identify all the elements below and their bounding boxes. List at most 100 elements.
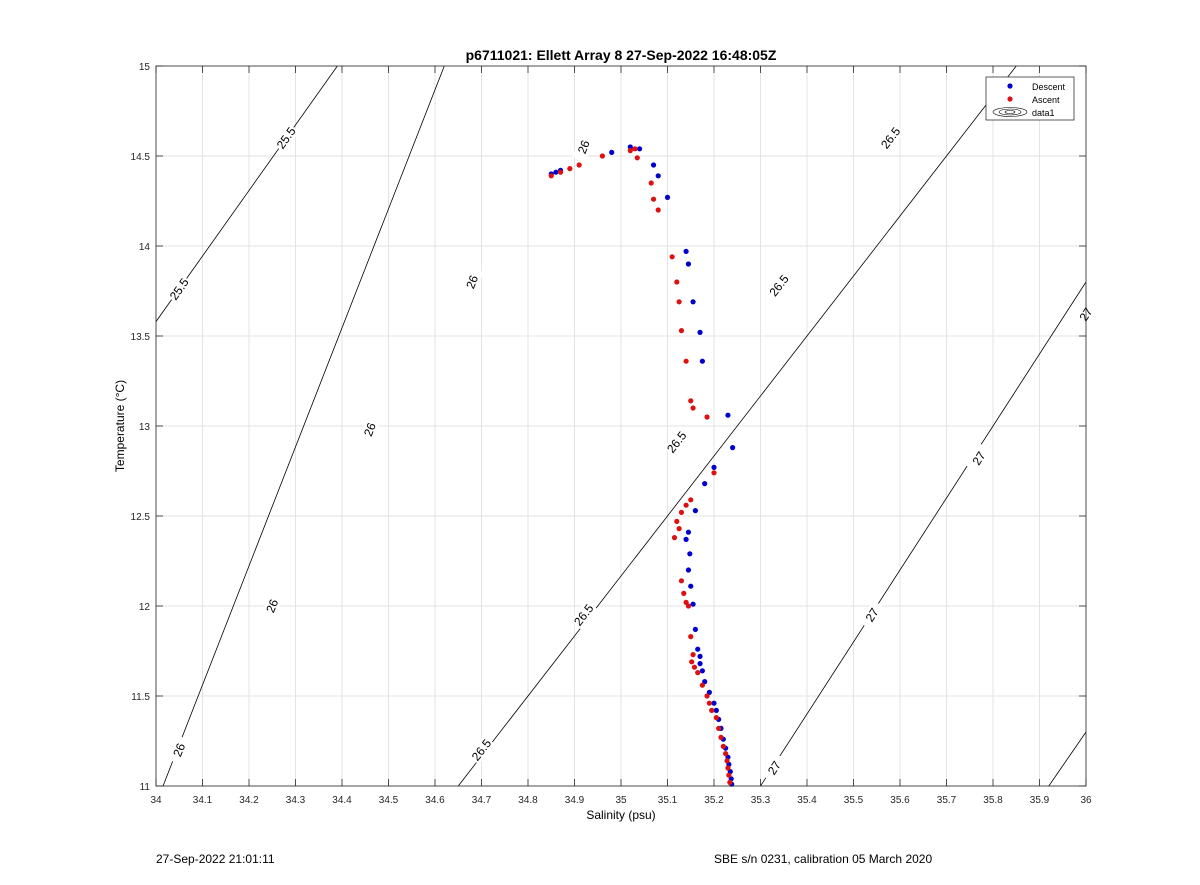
ascent-point — [716, 725, 722, 732]
contour-label: 26 — [263, 597, 281, 615]
legend-ascent-marker — [1007, 96, 1013, 102]
x-tick-label: 34 — [150, 795, 162, 806]
y-tick-label: 13.5 — [131, 332, 151, 343]
contour-label: 26 — [361, 421, 379, 439]
ascent-point — [704, 693, 710, 699]
contour-label-bg — [966, 443, 992, 474]
x-tick-label: 35.2 — [704, 795, 724, 806]
x-tick-label: 35.1 — [658, 795, 678, 806]
contour-label: 26 — [575, 138, 593, 156]
ascent-point — [685, 603, 692, 609]
legend-descent-marker — [1007, 83, 1013, 89]
ascent-point — [674, 279, 680, 285]
descent-point — [553, 169, 559, 175]
ascent-point — [704, 414, 710, 420]
ascent-point — [655, 207, 661, 213]
x-tick-label: 34.7 — [472, 795, 492, 806]
ascent-point — [576, 162, 582, 168]
descent-point — [695, 646, 701, 652]
descent-point — [697, 329, 703, 335]
x-axis-label: Salinity (psu) — [586, 808, 655, 822]
density-contour-line — [162, 66, 445, 786]
footer-calibration: SBE s/n 0231, calibration 05 March 2020 — [714, 852, 933, 866]
ascent-point — [678, 578, 685, 584]
ascent-point — [720, 743, 726, 750]
descent-point — [685, 567, 692, 573]
descent-point — [687, 551, 693, 557]
x-tick-label: 35.6 — [890, 795, 910, 806]
x-tick-label: 35.7 — [937, 795, 957, 806]
descent-point — [664, 194, 671, 200]
ascent-point — [676, 299, 682, 305]
x-tick-label: 35.9 — [1030, 795, 1050, 806]
grid-lines — [155, 65, 1087, 787]
descent-point — [683, 536, 689, 543]
descent-point — [713, 707, 719, 714]
descent-point — [685, 261, 692, 267]
contour-label-bg — [166, 274, 193, 304]
ascent-point — [632, 146, 638, 152]
ascent-point — [599, 153, 606, 159]
descent-point — [711, 700, 717, 706]
ascent-point — [688, 634, 694, 640]
x-tick-label: 35.4 — [797, 795, 817, 806]
x-tick-label: 35.8 — [983, 795, 1003, 806]
descent-point — [690, 601, 696, 607]
ascent-point — [634, 155, 640, 161]
ascent-point — [683, 502, 689, 508]
x-tick-label: 34.3 — [286, 795, 306, 806]
descent-point — [637, 146, 643, 152]
y-tick-label: 13 — [139, 422, 151, 433]
ascent-point — [567, 166, 573, 172]
y-tick-label: 11 — [140, 782, 151, 793]
x-tick-label: 34.5 — [379, 795, 399, 806]
ascent-point — [723, 751, 729, 757]
contour-label-bg — [358, 414, 382, 445]
y-tick-label: 14 — [139, 242, 151, 253]
y-axis-label: Temperature (°C) — [113, 380, 127, 472]
legend: Descent Ascent data1 — [985, 76, 1075, 121]
ascent-point — [627, 148, 633, 154]
ascent-point — [671, 535, 678, 541]
x-tick-label: 34.1 — [193, 795, 213, 806]
contour-label-bg — [460, 267, 484, 297]
contour-label-bg — [260, 591, 284, 621]
contour-label-bg — [272, 123, 300, 153]
ascent-point — [650, 196, 657, 202]
ascent-point — [548, 173, 554, 179]
ascent-point — [724, 758, 730, 764]
ascent-point — [709, 707, 715, 714]
ascent-point — [725, 765, 731, 771]
ascent-point — [674, 518, 680, 525]
x-tick-label: 34.2 — [239, 795, 259, 806]
ascent-point — [688, 398, 694, 404]
ascent-point — [706, 700, 712, 706]
x-tick-label: 34.8 — [518, 795, 538, 806]
legend-ascent-label: Ascent — [1032, 95, 1060, 105]
descent-point — [685, 529, 692, 535]
ascent-point — [690, 405, 696, 411]
legend-data1-label: data1 — [1032, 108, 1055, 118]
descent-point — [609, 149, 615, 155]
descent-point — [697, 653, 703, 660]
ascent-point — [681, 590, 687, 597]
ascent-point — [676, 526, 682, 532]
ascent-point — [727, 779, 733, 786]
ascent-point — [688, 497, 694, 503]
x-tick-label: 34.4 — [332, 795, 352, 806]
y-tick-label: 11.5 — [131, 692, 150, 703]
data-points — [548, 144, 736, 787]
descent-point — [627, 144, 633, 150]
x-tick-label: 35 — [615, 795, 627, 806]
contour-label-bg — [765, 271, 793, 301]
density-contour-line — [760, 281, 1086, 786]
ascent-point — [683, 358, 689, 364]
ascent-point — [669, 254, 675, 260]
ascent-point — [678, 328, 685, 334]
contour-label-bg — [761, 753, 788, 783]
density-contour-line — [457, 66, 1017, 786]
ascent-point — [726, 772, 732, 778]
axis-ticks: 34 34.1 34.2 34.3 34.4 34.5 34.6 34.7 34.8 34.9 35… — [131, 62, 1092, 806]
descent-point — [688, 583, 694, 589]
